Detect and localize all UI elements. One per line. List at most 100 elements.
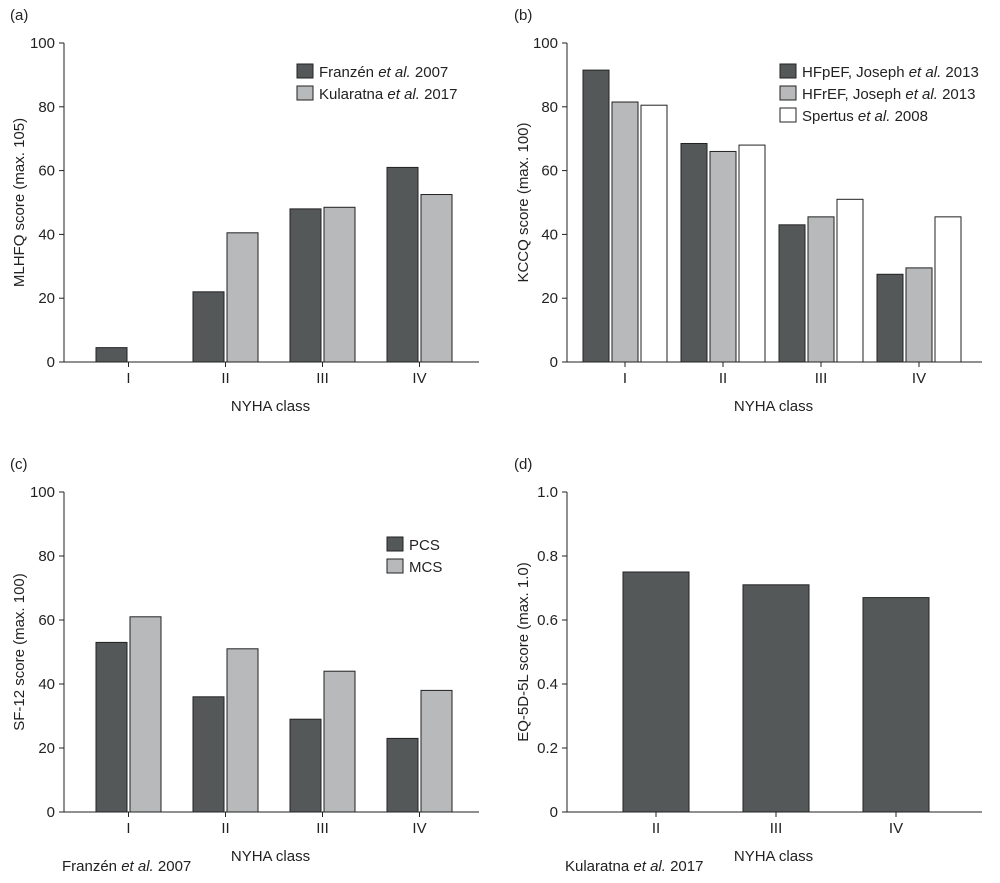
bar-franzén-iv xyxy=(386,166,419,363)
legend: HFpEF, Joseph et al. 2013 HFrEF, Joseph e… xyxy=(779,63,979,125)
x-tick-label: III xyxy=(316,370,329,387)
bar-mcs-iii xyxy=(323,670,356,813)
bar-hfref-iv xyxy=(905,267,933,363)
bar-hfref-ii xyxy=(709,150,737,363)
bar-value-iii xyxy=(742,584,810,813)
y-tick-label: 100 xyxy=(533,35,558,52)
y-tick-label: 60 xyxy=(38,163,55,180)
bar-spertus-iii xyxy=(836,198,864,363)
bar-spertus-i xyxy=(640,104,668,363)
y-tick-label: 0 xyxy=(47,354,55,371)
bar-mcs-ii xyxy=(226,648,259,813)
x-tick-label: IV xyxy=(412,370,426,387)
y-axis-title: KCCQ score (max. 100) xyxy=(515,122,532,282)
legend-label: HFpEF, Joseph et al. 2013 xyxy=(802,64,979,81)
legend-swatch xyxy=(386,558,404,574)
x-axis-title: NYHA class xyxy=(734,398,813,415)
bar-hfref-i xyxy=(611,101,639,363)
bar-pcs-i xyxy=(95,641,128,813)
panel-label: (b) xyxy=(514,7,532,24)
x-tick-label: III xyxy=(815,370,828,387)
x-tick-label: II xyxy=(719,370,727,387)
y-tick-label: 0.4 xyxy=(537,676,558,693)
x-axis-title: NYHA class xyxy=(231,398,310,415)
bar-hfpef-ii xyxy=(680,142,708,363)
bar-kularatna-ii xyxy=(226,232,259,363)
bar-spertus-iv xyxy=(934,216,962,363)
source-footnote: Kularatna et al. 2017 xyxy=(565,858,703,875)
x-tick-label: I xyxy=(126,370,130,387)
x-tick-label: II xyxy=(221,820,229,837)
legend-swatch xyxy=(296,63,314,79)
y-tick-label: 20 xyxy=(38,290,55,307)
y-tick-label: 0 xyxy=(47,804,55,821)
x-tick-label: I xyxy=(126,820,130,837)
legend-label: HFrEF, Joseph et al. 2013 xyxy=(802,86,975,103)
y-tick-label: 100 xyxy=(30,484,55,501)
bar-franzén-iii xyxy=(289,208,322,363)
y-tick-label: 80 xyxy=(541,99,558,116)
bar-value-ii xyxy=(622,571,690,813)
bar-kularatna-iv xyxy=(420,194,453,363)
legend: PCS MCS xyxy=(386,536,442,576)
bar-pcs-iv xyxy=(386,737,419,813)
bar-hfpef-iii xyxy=(778,224,806,363)
x-tick-label: IV xyxy=(912,370,926,387)
x-tick-label: III xyxy=(770,820,783,837)
legend-swatch xyxy=(296,85,314,101)
x-tick-label: IV xyxy=(889,820,903,837)
bar-kularatna-iii xyxy=(323,206,356,363)
legend-swatch xyxy=(779,107,797,123)
y-tick-label: 100 xyxy=(30,35,55,52)
bar-mcs-i xyxy=(129,616,162,813)
bar-value-iv xyxy=(862,597,930,813)
y-tick-label: 0.6 xyxy=(537,612,558,629)
bar-pcs-iii xyxy=(289,718,322,813)
y-axis-title: MLHFQ score (max. 105) xyxy=(11,118,28,287)
x-tick-label: IV xyxy=(412,820,426,837)
legend-label: PCS xyxy=(409,537,440,554)
y-tick-label: 0 xyxy=(550,354,558,371)
x-tick-label: II xyxy=(652,820,660,837)
panel-label: (d) xyxy=(514,456,532,473)
legend-label: MCS xyxy=(409,559,442,576)
y-tick-label: 20 xyxy=(38,740,55,757)
chart-panel-d: (d) 0 0.2 0.4 0.6 0.8 1.0 EQ-5D-5L score (max. … xyxy=(514,456,982,875)
y-axis-title: SF-12 score (max. 100) xyxy=(11,573,28,731)
x-axis-title: NYHA class xyxy=(734,848,813,865)
bar-spertus-ii xyxy=(738,144,766,363)
x-tick-label: II xyxy=(221,370,229,387)
y-tick-label: 1.0 xyxy=(537,484,558,501)
y-tick-label: 60 xyxy=(38,612,55,629)
legend-label: Kularatna et al. 2017 xyxy=(319,86,457,103)
x-axis-title: NYHA class xyxy=(231,848,310,865)
source-footnote: Franzén et al. 2007 xyxy=(62,858,191,875)
y-tick-label: 20 xyxy=(541,290,558,307)
y-tick-label: 40 xyxy=(38,676,55,693)
legend-swatch xyxy=(779,85,797,101)
legend-label: Spertus et al. 2008 xyxy=(802,108,928,125)
bar-hfref-iii xyxy=(807,216,835,363)
bar-hfpef-i xyxy=(582,69,610,363)
panel-label: (a) xyxy=(10,7,28,24)
bar-hfpef-iv xyxy=(876,273,904,363)
legend: Franzén et al. 2007 Kularatna et al. 2017 xyxy=(296,63,457,103)
y-tick-label: 0.2 xyxy=(537,740,558,757)
y-tick-label: 40 xyxy=(38,226,55,243)
legend-label: Franzén et al. 2007 xyxy=(319,64,448,81)
bar-franzén-ii xyxy=(192,291,225,363)
panel-label: (c) xyxy=(10,456,28,473)
x-tick-label: I xyxy=(623,370,627,387)
y-tick-label: 0 xyxy=(550,804,558,821)
y-tick-label: 80 xyxy=(38,99,55,116)
bar-pcs-ii xyxy=(192,696,225,813)
y-tick-label: 80 xyxy=(38,548,55,565)
x-tick-label: III xyxy=(316,820,329,837)
legend-swatch xyxy=(386,536,404,552)
bar-mcs-iv xyxy=(420,689,453,813)
bar-franzén-i xyxy=(95,347,128,363)
